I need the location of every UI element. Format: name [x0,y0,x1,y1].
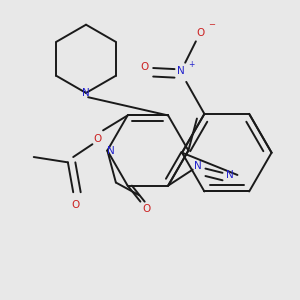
Text: O: O [71,200,80,210]
Text: +: + [188,60,195,69]
Text: O: O [143,204,151,214]
Text: N: N [177,66,185,76]
Text: N: N [82,88,90,98]
Text: N: N [107,146,114,155]
Text: −: − [208,20,215,29]
Text: O: O [196,28,204,38]
Text: N: N [226,170,234,180]
Text: O: O [140,62,149,72]
Text: O: O [94,134,102,144]
Text: N: N [194,161,202,171]
